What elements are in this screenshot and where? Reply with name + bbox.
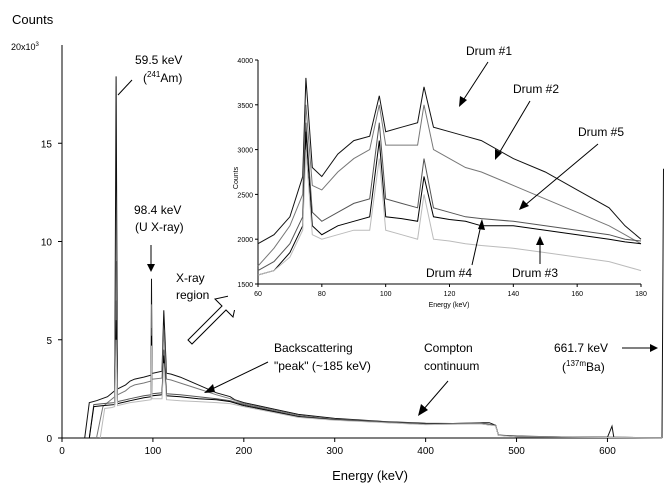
annotation-compton-2: continuum bbox=[424, 359, 479, 373]
inset-series-line-drum-4 bbox=[257, 131, 642, 276]
drum-2-arrow-head bbox=[495, 149, 502, 160]
annotation-am-isotope: (241Am) bbox=[143, 70, 182, 85]
back-arrow-head bbox=[204, 384, 215, 393]
annotation-compton-1: Compton bbox=[424, 341, 473, 355]
compton-arrow-line bbox=[422, 380, 449, 411]
inset-x-tick-label: 80 bbox=[318, 291, 326, 298]
inset-background bbox=[228, 38, 658, 310]
inset-x-tick-label: 140 bbox=[507, 291, 519, 298]
drum-2-arrow-line bbox=[497, 100, 531, 156]
x-tick-label: 300 bbox=[326, 446, 343, 457]
inset-y-tick-label: 1500 bbox=[237, 282, 253, 289]
inset-x-tick-label: 180 bbox=[635, 291, 647, 298]
x-tick-label: 0 bbox=[59, 446, 65, 457]
inset-y-label: Counts bbox=[233, 166, 240, 189]
inset-y-tick-label: 2000 bbox=[237, 237, 253, 244]
annotation-back-1: Backscattering bbox=[274, 341, 353, 355]
x-tick-label: 600 bbox=[599, 446, 616, 457]
x-tick-label: 200 bbox=[235, 446, 252, 457]
inset-x-tick-label: 120 bbox=[444, 291, 456, 298]
y-tick-label: 10 bbox=[41, 238, 53, 249]
annotation-ba-isotope: (137mBa) bbox=[562, 359, 605, 374]
inset-y-tick-label: 4000 bbox=[237, 58, 253, 65]
inset-x-tick-label: 160 bbox=[571, 291, 583, 298]
drum-5-arrow-head bbox=[519, 200, 529, 210]
x-tick-label: 500 bbox=[508, 446, 525, 457]
inset-x-tick-label: 100 bbox=[380, 291, 392, 298]
inset-series-line-drum-5 bbox=[257, 122, 642, 272]
cs-arrow-head bbox=[650, 344, 658, 352]
x-tick-label: 400 bbox=[417, 446, 434, 457]
annotation-u-energy: 98.4 keV bbox=[134, 203, 181, 217]
annotation-xray-2: region bbox=[176, 288, 209, 302]
am-arrow bbox=[117, 79, 133, 96]
main-ticks: 0 100 200 300 400 500 600 0 5 10 15 bbox=[41, 139, 616, 457]
label-drum-2: Drum #2 bbox=[513, 82, 559, 96]
inset-x-label: Energy (keV) bbox=[429, 302, 470, 309]
annotation-xray-1: X-ray bbox=[176, 271, 205, 285]
inset-ticks: 60 80 100 120 140 160 180 1500 2000 2500 3000 3500 4… bbox=[237, 58, 647, 298]
y-axis-label: Counts bbox=[12, 12, 54, 27]
y-multiplier: 20x103 bbox=[11, 42, 40, 52]
y-tick-label: 5 bbox=[46, 336, 52, 347]
x-tick-label: 100 bbox=[145, 446, 162, 457]
main-series bbox=[84, 76, 664, 439]
back-arrow-line bbox=[209, 361, 269, 391]
x-axis-label: Energy (keV) bbox=[332, 468, 408, 483]
label-drum-1: Drum #1 bbox=[466, 44, 512, 58]
y-tick-label: 0 bbox=[46, 434, 52, 445]
label-drum-5: Drum #5 bbox=[578, 125, 624, 139]
series-line-drum-5 bbox=[88, 300, 663, 439]
label-drum-3: Drum #3 bbox=[512, 266, 558, 280]
inset-series-line-drum-1 bbox=[257, 77, 642, 245]
drum-5-arrow-line bbox=[523, 143, 599, 207]
inset-chart: 60 80 100 120 140 160 180 1500 2000 2500 3000 3500 4… bbox=[228, 38, 658, 310]
inset-series-line-drum-3 bbox=[257, 149, 642, 276]
series-line-drum-3 bbox=[99, 339, 663, 439]
inset-y-tick-label: 2500 bbox=[237, 192, 253, 199]
inset-y-tick-label: 3000 bbox=[237, 148, 253, 155]
drum-4-arrow-head bbox=[478, 219, 485, 230]
inset-series bbox=[257, 77, 642, 276]
compton-arrow-head bbox=[418, 404, 428, 416]
drum-1-arrow-line bbox=[461, 61, 489, 103]
annotation-cs-energy: 661.7 keV bbox=[554, 341, 608, 355]
annotation-back-2: "peak" (~185 keV) bbox=[274, 359, 371, 373]
label-drum-4: Drum #4 bbox=[426, 266, 472, 280]
inset-series-line-drum-2 bbox=[257, 104, 642, 267]
drum-3-arrow-head bbox=[536, 236, 544, 245]
series-line-drum-4 bbox=[88, 320, 663, 439]
y-tick-label: 15 bbox=[41, 139, 53, 150]
inset-x-tick-label: 60 bbox=[254, 291, 262, 298]
drum-1-arrow-head bbox=[459, 96, 467, 107]
drum-4-arrow-line bbox=[471, 224, 482, 266]
u-arrow-head bbox=[147, 264, 155, 272]
annotation-am-energy: 59.5 keV bbox=[135, 53, 182, 67]
annotation-u-name: (U X-ray) bbox=[135, 220, 184, 234]
inset-y-tick-label: 3500 bbox=[237, 103, 253, 110]
